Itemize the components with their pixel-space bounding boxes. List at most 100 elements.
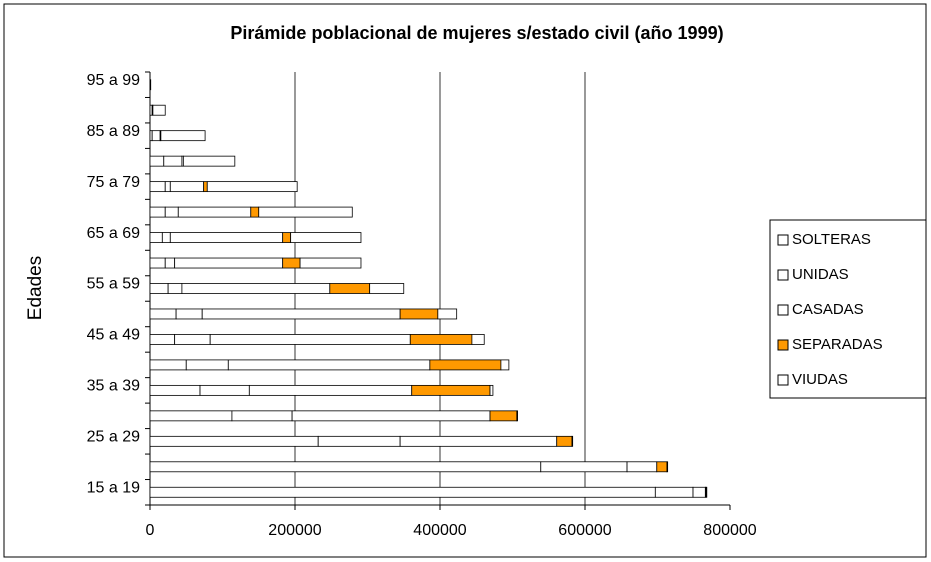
bar-segment (149, 461, 542, 473)
bar-segment (177, 206, 252, 218)
bar-segment (299, 257, 362, 269)
bar-segment (149, 232, 163, 243)
bar-segment (206, 181, 298, 193)
chart-title: Pirámide poblacional de mujeres s/estado… (230, 23, 723, 43)
bar-segment (163, 155, 183, 167)
bar-segment (250, 206, 260, 218)
bar-segment (152, 104, 166, 116)
bar-segment (471, 334, 485, 345)
bar-segment (540, 461, 628, 473)
y-tick-label: 35 a 39 (87, 378, 140, 395)
bar-segment (399, 308, 439, 320)
bar-segment (161, 232, 171, 243)
bar-segment (654, 486, 694, 498)
y-axis-label: Edades (25, 256, 46, 320)
y-tick-label: 25 a 29 (87, 429, 140, 446)
legend-label: UNIDAS (792, 266, 849, 283)
bar-segment (174, 257, 284, 269)
bar-segment (291, 410, 491, 422)
bar-segment (201, 308, 401, 320)
y-tick-label: 45 a 49 (87, 327, 140, 344)
bar-segment (692, 486, 706, 498)
bar-segment (209, 334, 411, 345)
bar-segment (164, 181, 171, 193)
bar-segment (409, 334, 473, 345)
bar-segment (149, 155, 165, 167)
bar-segment (149, 181, 166, 193)
legend-swatch (777, 339, 789, 351)
bar-segment (429, 359, 502, 371)
bar-segment (164, 257, 176, 269)
bar-segment (705, 486, 708, 498)
bar-segment (656, 461, 668, 473)
bar-segment (149, 283, 169, 294)
bar-segment (329, 283, 371, 294)
bar-segment (369, 283, 405, 294)
x-tick-label: 200000 (268, 522, 321, 539)
y-tick-label: 95 a 99 (87, 72, 140, 89)
x-tick-label: 0 (146, 522, 155, 539)
bar-segment (411, 384, 491, 396)
bar-segment (227, 359, 431, 371)
bar-segment (149, 435, 319, 447)
bar-segment (489, 384, 494, 396)
bar-segment (149, 334, 176, 345)
bar-segment (149, 79, 152, 91)
y-tick-label: 55 a 59 (87, 276, 140, 293)
y-tick-label: 85 a 89 (87, 123, 140, 140)
bar-segment (626, 461, 658, 473)
bar-segment (203, 181, 208, 193)
bar-segment (571, 435, 574, 447)
x-tick-label: 400000 (413, 522, 466, 539)
bar-segment (290, 232, 362, 243)
bar-segment (317, 435, 401, 447)
bar-segment (516, 410, 518, 422)
bar-segment (169, 181, 205, 193)
bar-segment (151, 130, 161, 142)
bar-segment (185, 359, 229, 371)
bar-segment (149, 257, 166, 269)
legend-swatch (777, 234, 789, 246)
y-tick-label: 15 a 19 (87, 479, 140, 496)
bar-segment (181, 283, 331, 294)
bar-segment (149, 486, 656, 498)
bar-segment (175, 308, 203, 320)
bar-segment (182, 155, 236, 167)
bar-segment (556, 435, 573, 447)
legend-label: CASADAS (792, 301, 864, 318)
bar-segment (231, 410, 293, 422)
legend-label: VIUDAS (792, 371, 848, 388)
legend-label: SEPARADAS (792, 336, 883, 353)
x-tick-label: 800000 (703, 522, 756, 539)
bar-segment (149, 359, 187, 371)
bar-segment (174, 334, 211, 345)
bar-segment (169, 232, 284, 243)
bar-segment (666, 461, 669, 473)
legend-swatch (777, 374, 789, 386)
y-tick-label: 65 a 69 (87, 225, 140, 242)
bar-segment (248, 384, 413, 396)
bar-segment (149, 410, 233, 422)
bar-segment (149, 206, 166, 218)
legend-label: SOLTERAS (792, 231, 871, 248)
bar-segment (149, 308, 177, 320)
bar-segment (199, 384, 250, 396)
bar-segment (258, 206, 353, 218)
legend-swatch (777, 304, 789, 316)
bar-segment (164, 206, 179, 218)
bar-segment (282, 257, 301, 269)
y-tick-label: 75 a 79 (87, 174, 140, 191)
bar-segment (500, 359, 510, 371)
bar-segment (167, 283, 183, 294)
legend-swatch (777, 269, 789, 281)
bar-segment (282, 232, 292, 243)
bar-segment (489, 410, 518, 422)
bar-segment (149, 384, 201, 396)
bar-segment (437, 308, 458, 320)
legend-box (769, 219, 927, 399)
bar-segment (160, 130, 206, 142)
bar-segment (399, 435, 558, 447)
x-tick-label: 600000 (558, 522, 611, 539)
